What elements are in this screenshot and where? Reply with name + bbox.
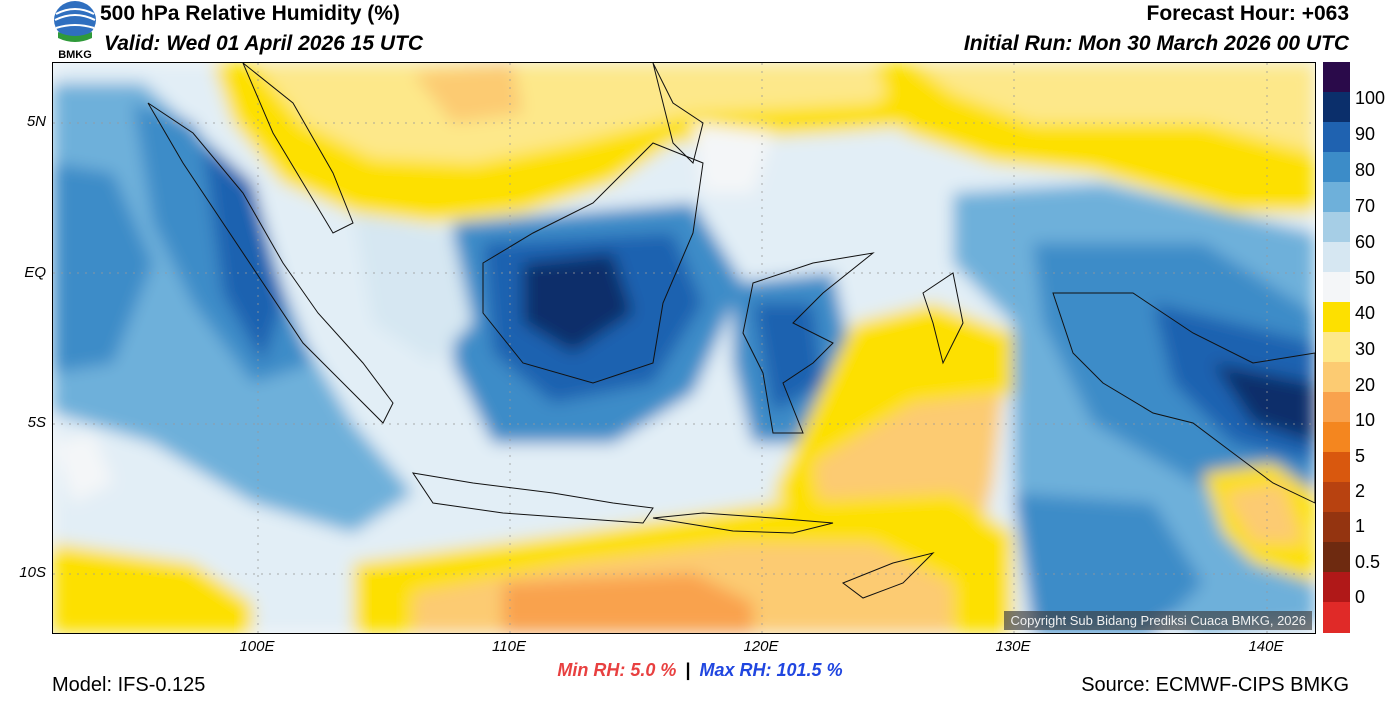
svg-text:BMKG: BMKG [58,49,92,60]
valid-time: Valid: Wed 01 April 2026 15 UTC [104,32,423,55]
lon-label-110e: 110E [492,638,526,655]
colorbar-segment [1323,422,1350,453]
initial-run: Initial Run: Mon 30 March 2026 00 UTC [963,32,1349,55]
colorbar-label: 70 [1355,196,1376,216]
lat-label-5n: 5N [26,113,46,130]
colorbar-label: 20 [1355,375,1376,395]
colorbar-segment [1323,602,1350,633]
lat-label-eq: EQ [24,264,46,281]
colorbar-segment [1323,542,1350,573]
colorbar-label: 60 [1355,232,1376,252]
lon-label-100e: 100E [239,638,275,655]
colorbar-segment [1323,482,1350,513]
colorbar-segment [1323,122,1350,153]
source-label: Source: ECMWF-CIPS BMKG [1081,674,1349,696]
colorbar-segment [1323,92,1350,123]
colorbar-label: 50 [1355,268,1376,288]
colorbar-segment [1323,512,1350,543]
lon-label-140e: 140E [1248,638,1284,655]
colorbar-label: 1 [1355,516,1366,536]
lon-label-130e: 130E [995,638,1031,655]
humidity-map [52,62,1316,634]
colorbar-label: 80 [1355,160,1376,180]
lat-label-10s: 10S [19,564,46,581]
min-rh: Min RH: 5.0 % [557,660,677,680]
colorbar-label: 40 [1355,303,1376,323]
stats-separator: | [685,660,691,680]
max-rh: Max RH: 101.5 % [699,660,843,680]
colorbar-label: 2 [1355,481,1366,501]
colorbar-segment [1323,392,1350,423]
colorbar-segment [1323,62,1350,93]
humidity-field [53,63,1315,633]
colorbar-segment [1323,572,1350,603]
timor-coast [841,552,935,599]
colorbar-segment [1323,212,1350,243]
java-coast [411,472,654,524]
sulawesi-coast [742,252,875,434]
sumatra-coast [147,102,394,424]
colorbar-label: 30 [1355,339,1376,359]
forecast-hour: Forecast Hour: +063 [1146,2,1350,25]
colorbar-segment [1323,182,1350,213]
chart-title: 500 hPa Relative Humidity (%) [100,2,400,25]
colorbar-label: 90 [1355,124,1376,144]
papua-coast [1052,292,1315,504]
lat-label-5s: 5S [27,414,46,431]
colorbar-label: 100 [1355,88,1386,108]
colorbar-segment [1323,452,1350,483]
colorbar-label: 10 [1355,410,1376,430]
colorbar [1323,62,1350,633]
nusa-coast [652,512,834,534]
colorbar-segment [1323,332,1350,363]
model-label: Model: IFS-0.125 [52,674,206,696]
lon-label-120e: 120E [743,638,779,655]
rh-stats: Min RH: 5.0 % | Max RH: 101.5 % [0,660,1400,681]
copyright-note: Copyright Sub Bidang Prediksi Cuaca BMKG… [1004,611,1312,630]
colorbar-segment [1323,152,1350,183]
colorbar-label: 5 [1355,446,1366,466]
bmkg-logo: BMKG [52,0,98,61]
philippines-coast [652,63,704,164]
colorbar-label: 0.5 [1355,552,1381,572]
colorbar-label: 0 [1355,587,1366,607]
colorbar-segment [1323,242,1350,273]
halmahera-coast [922,272,964,365]
colorbar-segment [1323,272,1350,303]
colorbar-segment [1323,362,1350,393]
malay-coast [242,63,354,234]
borneo-coast [482,142,704,384]
colorbar-segment [1323,302,1350,333]
